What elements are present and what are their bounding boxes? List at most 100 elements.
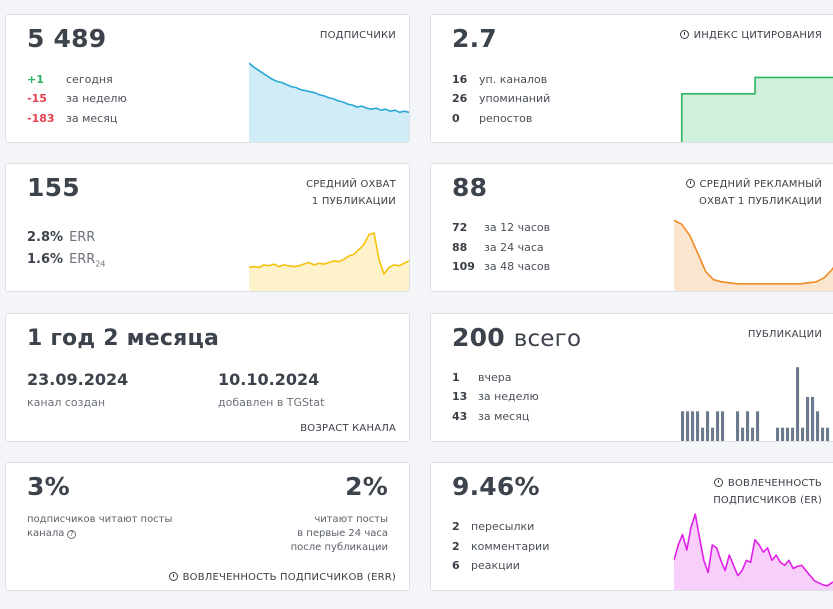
publication-bar[interactable] — [696, 411, 700, 442]
publication-bar[interactable] — [741, 427, 745, 442]
subscribers-today-value: +1 — [27, 73, 44, 86]
err-value: 2.8% — [27, 230, 64, 245]
publication-bar[interactable] — [736, 411, 740, 442]
publication-bar[interactable] — [781, 427, 785, 442]
publication-bar[interactable] — [776, 427, 780, 442]
publication-bar[interactable] — [816, 411, 820, 442]
read-percent: 3% — [27, 472, 70, 501]
publication-bar[interactable] — [756, 411, 760, 442]
er-reactions-label: реакции — [471, 559, 520, 572]
subscribers-card[interactable]: 5 489 ПОДПИСЧИКИ +1 сегодня -15 за неделю … — [5, 14, 410, 143]
engagement-card[interactable]: 3% подписчиков читают посты канала? 2% чи… — [5, 462, 410, 591]
sparkline-area — [681, 77, 833, 142]
info-icon[interactable]: ? — [67, 530, 77, 539]
publication-bar[interactable] — [701, 427, 705, 442]
publication-bar[interactable] — [711, 427, 715, 442]
publication-bar[interactable] — [826, 427, 830, 442]
publication-bar[interactable] — [791, 427, 795, 442]
read24-percent: 2% — [345, 472, 388, 501]
citation-reposts-value: 0 — [452, 112, 460, 125]
publications-card[interactable]: 200 всего ПУБЛИКАЦИИ 1 вчера 13 за неделю … — [430, 313, 833, 442]
subscribers-today-label: сегодня — [66, 73, 113, 86]
engagement-footer-text: ВОВЛЕЧЕННОСТЬ ПОДПИСЧИКОВ (ERR) — [182, 572, 396, 583]
ad-reach-label-line1: СРЕДНИЙ РЕКЛАМНЫЙ — [699, 179, 822, 190]
sparkline-area — [249, 233, 409, 291]
publications-month-label: за месяц — [478, 410, 530, 423]
er-reactions-value: 6 — [452, 559, 460, 572]
citation-card[interactable]: 2.7 ИНДЕКС ЦИТИРОВАНИЯ 16 уп. каналов 26 у… — [430, 14, 833, 143]
sparkline-line — [249, 62, 409, 114]
publication-bar[interactable] — [786, 427, 790, 442]
publications-total: 200 всего — [452, 323, 581, 352]
publication-bar[interactable] — [746, 411, 750, 442]
reach-sparkline[interactable] — [249, 210, 409, 292]
citation-index-value: 2.7 — [452, 24, 497, 53]
citation-sparkline[interactable] — [674, 61, 833, 143]
er-label-line1: ВОВЛЕЧЕННОСТЬ — [727, 478, 822, 489]
ad-reach-12h-value: 72 — [452, 221, 468, 234]
publications-bar-chart[interactable] — [681, 360, 831, 442]
citation-mentions-label: упоминаний — [479, 92, 551, 105]
subscribers-sparkline[interactable] — [249, 61, 409, 143]
engagement-footer: ВОВЛЕЧЕННОСТЬ ПОДПИСЧИКОВ (ERR) — [168, 569, 396, 586]
sparkline-area — [249, 63, 409, 142]
publications-week-row: 13 за неделю — [452, 387, 539, 407]
publication-bar[interactable] — [811, 396, 815, 442]
subscribers-week-row: -15 за неделю — [27, 89, 127, 109]
added-date: 10.10.2024 — [218, 370, 320, 389]
read24-description-line1: читают посты — [314, 514, 388, 525]
publications-week-value: 13 — [452, 390, 468, 403]
citation-reposts-label: репостов — [479, 112, 533, 125]
publication-bar[interactable] — [691, 411, 695, 442]
publication-bar[interactable] — [751, 427, 755, 442]
ad-reach-48h-value: 109 — [452, 260, 475, 273]
err24-value: 1.6% — [27, 252, 64, 267]
ad-reach-card[interactable]: 88 СРЕДНИЙ РЕКЛАМНЫЙ ОХВАТ 1 ПУБЛИКАЦИИ 7… — [430, 163, 833, 292]
age-card[interactable]: 1 год 2 месяца 23.09.2024 канал создан 1… — [5, 313, 410, 442]
publications-yesterday-value: 1 — [452, 371, 460, 384]
clock-icon — [713, 478, 723, 487]
publication-bar[interactable] — [706, 411, 710, 442]
clock-icon — [168, 572, 178, 581]
publication-bar[interactable] — [796, 367, 800, 442]
publication-bar[interactable] — [801, 427, 805, 442]
subscribers-month-value: -183 — [27, 112, 55, 125]
er-sparkline[interactable] — [674, 509, 833, 591]
er-card[interactable]: 9.46% ВОВЛЕЧЕННОСТЬ ПОДПИСЧИКОВ (ER) 2 пер… — [430, 462, 833, 591]
subscribers-count: 5 489 — [27, 24, 107, 53]
reach-label-line2: 1 ПУБЛИКАЦИИ — [311, 196, 396, 207]
er-value: 9.46% — [452, 472, 540, 501]
publication-bar[interactable] — [686, 411, 690, 442]
reach-card[interactable]: 155 СРЕДНИЙ ОХВАТ 1 ПУБЛИКАЦИИ 2.8% ERR 1.… — [5, 163, 410, 292]
citation-mentions-row: 26 упоминаний — [452, 89, 550, 109]
publication-bar[interactable] — [721, 411, 725, 442]
err-row: 2.8% ERR — [27, 230, 95, 245]
sparkline-line — [674, 513, 833, 587]
publication-bar[interactable] — [806, 396, 810, 442]
citation-mentions-value: 26 — [452, 92, 468, 105]
reach-value: 155 — [27, 173, 80, 202]
ad-reach-48h-row: 109 за 48 часов — [452, 257, 550, 277]
publication-bar[interactable] — [716, 411, 720, 442]
ad-reach-24h-value: 88 — [452, 241, 468, 254]
citation-reposts-row: 0 репостов — [452, 109, 532, 129]
ad-reach-label: СРЕДНИЙ РЕКЛАМНЫЙ ОХВАТ 1 ПУБЛИКАЦИИ — [685, 176, 822, 210]
citation-channels-row: 16 уп. каналов — [452, 70, 547, 90]
err-label: ERR — [69, 230, 96, 245]
subscribers-label: ПОДПИСЧИКИ — [319, 30, 396, 41]
publication-bar[interactable] — [681, 411, 685, 442]
clock-icon — [685, 179, 695, 188]
publications-total-suffix: всего — [513, 326, 582, 352]
er-forwards-row: 2 пересылки — [452, 517, 534, 537]
reach-label: СРЕДНИЙ ОХВАТ 1 ПУБЛИКАЦИИ — [306, 176, 396, 210]
er-comments-value: 2 — [452, 540, 460, 553]
publication-bar[interactable] — [821, 427, 825, 442]
err24-label: ERR — [69, 252, 96, 267]
err24-sub: 24 — [95, 259, 106, 269]
subscribers-today-row: +1 сегодня — [27, 70, 113, 90]
sparkline-line — [674, 219, 833, 285]
citation-channels-label: уп. каналов — [479, 73, 548, 86]
created-date: 23.09.2024 — [27, 370, 129, 389]
ad-reach-sparkline[interactable] — [674, 210, 833, 292]
ad-reach-12h-label: за 12 часов — [484, 221, 551, 234]
